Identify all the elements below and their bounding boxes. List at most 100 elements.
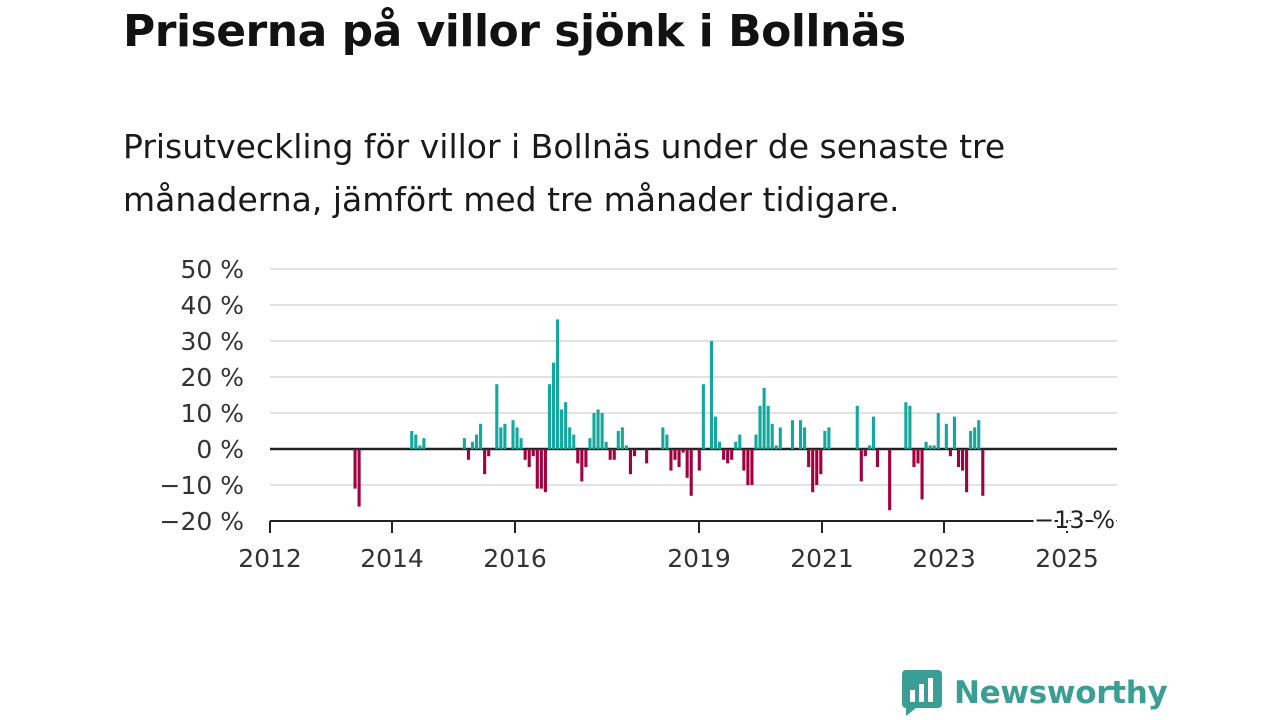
x-axis: 2012 2014 2016 2019 2021 2023 2025 [238,520,1117,573]
brand-name: Newsworthy [954,675,1168,711]
bar [673,449,677,460]
chart-subtitle: Prisutveckling för villor i Bollnäs unde… [123,127,1006,219]
bar [807,449,811,467]
bar [665,434,669,449]
bar [758,405,762,449]
bar [697,449,701,471]
last-value-label: −13 % [1034,506,1115,534]
y-tick-label: 50 % [180,255,244,284]
bar [823,431,827,449]
bar [924,441,928,449]
bar [928,445,932,449]
x-tick-label: 2016 [483,544,547,573]
bar [531,449,535,457]
bar [734,441,738,449]
bar [952,416,956,449]
bar [519,438,523,449]
bar [539,449,543,489]
bar [568,427,572,449]
bar [965,449,969,493]
bar [466,449,470,460]
bar [418,445,422,449]
bar [888,449,892,511]
bar [483,449,487,475]
bar [515,427,519,449]
bar [875,449,880,467]
bar [871,416,875,449]
bar [551,362,556,449]
bar [689,449,693,496]
bar [956,449,961,467]
bar [863,449,867,457]
bar [503,423,507,449]
bar [762,387,766,449]
y-tick-label: 30 % [180,327,244,356]
bar [981,449,985,496]
bar [681,449,685,453]
bar [624,445,628,449]
bar [616,431,620,449]
bar [867,445,871,449]
bar [790,420,794,449]
bar [487,449,491,457]
bar [584,449,588,467]
bar [499,427,503,449]
bar [592,413,596,449]
bar [778,427,782,449]
newsworthy-logo-icon [902,670,942,716]
bar [560,409,564,449]
bar [742,449,746,471]
y-tick-label: 40 % [180,291,244,320]
x-tick-label: 2021 [790,544,854,573]
bar [920,449,924,500]
bar [916,449,920,464]
bar [572,434,576,449]
bar [944,423,948,449]
bar [722,449,726,460]
bar [410,431,414,449]
bar [422,438,426,449]
bar [600,413,604,449]
bar [462,438,466,449]
bar [495,384,499,449]
bar [961,449,965,471]
x-tick-label: 2012 [238,544,302,573]
bar [774,445,778,449]
chart-title: Priserna på villor sjönk i Bollnäs [123,6,906,57]
bar [750,449,754,485]
bar [564,402,568,449]
bar [766,405,770,449]
y-axis: 50 % 40 % 30 % 20 % 10 % 0 % −10 % −20 % [160,255,244,536]
bar [738,434,742,449]
bar [523,449,527,460]
bar [730,449,734,460]
bar [746,449,750,485]
bar [948,449,952,457]
bar [414,434,418,449]
y-tick-label: 20 % [180,363,244,392]
bar [803,427,807,449]
bar [819,449,823,475]
bar [936,413,940,449]
bar [685,449,689,478]
bar [709,341,713,449]
bar [855,405,859,449]
bar [475,434,479,449]
bar [632,449,637,457]
bar [479,423,483,449]
bar [543,449,547,493]
bar [669,449,673,471]
bar [628,449,632,475]
bar [620,427,624,449]
bar [527,449,531,467]
y-tick-label: 10 % [180,399,244,428]
bar [556,319,560,449]
y-tick-label: −10 % [160,471,244,500]
bar [713,416,718,449]
bar [770,423,774,449]
y-tick-label: −20 % [160,507,244,536]
bar [754,434,758,449]
bar [799,420,803,449]
x-tick-label: 2019 [667,544,731,573]
bar [470,441,475,449]
